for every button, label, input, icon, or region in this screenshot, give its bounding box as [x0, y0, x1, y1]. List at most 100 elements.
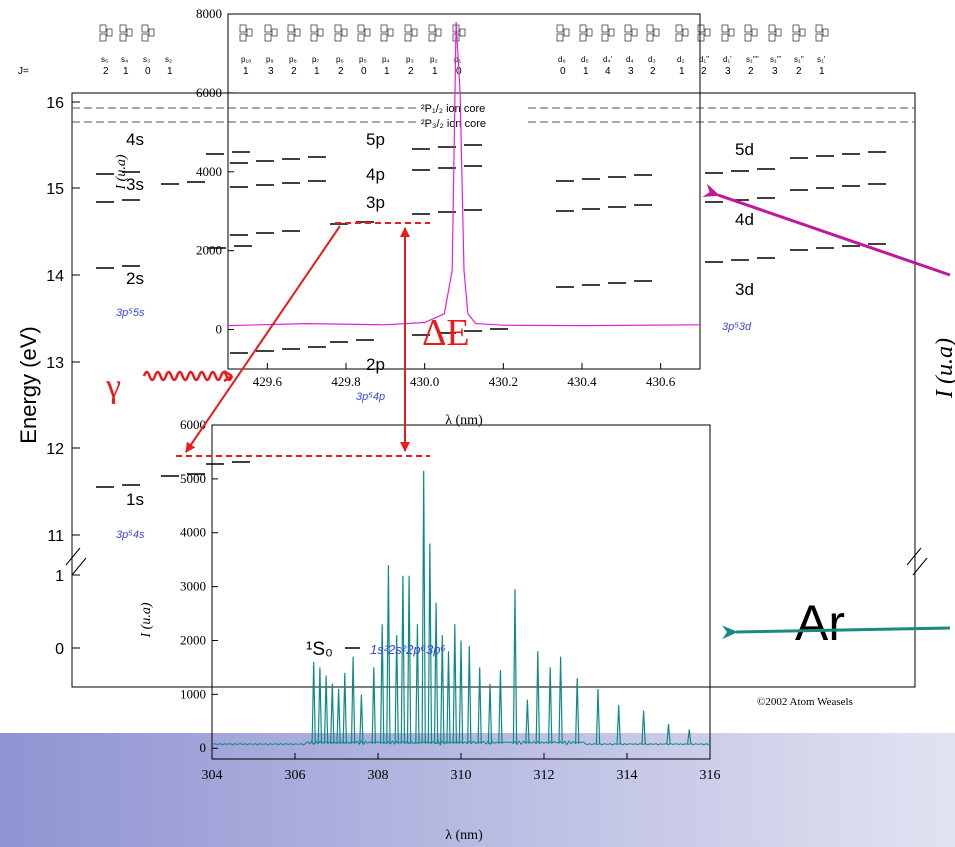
- decay-arrow: [185, 225, 341, 453]
- column-subscript-label: d₄': [603, 55, 613, 64]
- column-j-value: 1: [384, 66, 390, 77]
- inset-top-xtick-label: 430.0: [410, 374, 439, 389]
- column-subscript-label: d₁'': [699, 55, 710, 64]
- column-j-value: 2: [701, 66, 707, 77]
- ion-core-label-bg: [418, 99, 528, 129]
- inset-bottom-ytick-label: 0: [200, 740, 207, 755]
- inset-bottom-peak: [595, 688, 601, 744]
- level-label-4d: 4d: [735, 210, 754, 229]
- column-header-glyph: [579, 24, 593, 42]
- column-header-glyph: [721, 24, 735, 42]
- config-3p5-4p: 3p⁵4p: [356, 391, 385, 403]
- column-subscript-label: d₆: [558, 55, 566, 64]
- inset-bottom-ytick-label: 2000: [180, 632, 206, 647]
- inset-bottom-xtick-label: 314: [617, 768, 638, 783]
- column-subscript-label: s₃: [143, 55, 150, 64]
- column-header-glyph: [624, 24, 638, 42]
- inset-bottom-peak: [336, 688, 341, 744]
- inset-bottom-peak: [558, 656, 563, 744]
- energy-axis-label: Energy (eV): [16, 326, 41, 443]
- element-label: Ar: [795, 595, 845, 651]
- slide-background-band: [0, 733, 955, 847]
- column-subscript-label: p₆: [336, 55, 344, 64]
- column-header-glyph: [697, 24, 711, 42]
- inset-top-xtick-label: 430.4: [567, 374, 597, 389]
- inset-bottom-xtick-label: 316: [700, 768, 721, 783]
- column-subscript-label: d₂: [677, 55, 685, 64]
- column-j-value: 2: [796, 66, 802, 77]
- inset-top-ytick-label: 6000: [196, 85, 222, 100]
- level-label-4s: 4s: [126, 130, 144, 149]
- column-subscript-label: s₂: [165, 55, 172, 64]
- column-subscript-label: p₃: [406, 55, 414, 64]
- inset-top-ylabel: I (u.a): [114, 154, 129, 190]
- right-intensity-label: I (u.a): [932, 338, 955, 399]
- inset-bottom-peak: [394, 635, 399, 744]
- ytick-15: 15: [46, 181, 64, 198]
- inset-bottom-ytick-label: 1000: [180, 686, 206, 701]
- column-header-glyph: [792, 24, 806, 42]
- column-j-value: 0: [560, 66, 566, 77]
- inset-bottom-peak: [535, 651, 540, 744]
- level-label-5p: 5p: [366, 130, 385, 149]
- column-subscript-label: s₅: [101, 55, 108, 64]
- inset-top-xtick-label: 430.2: [489, 374, 518, 389]
- ytick-16: 16: [46, 95, 64, 112]
- inset-bottom-peak: [487, 683, 493, 744]
- column-subscript-label: s₁'': [794, 55, 804, 64]
- inset-top-ytick-label: 4000: [196, 164, 222, 179]
- column-subscript-label: p₇: [312, 55, 319, 64]
- ground-state-term: ¹S₀: [306, 639, 333, 660]
- inset-bottom-xtick-label: 312: [534, 768, 555, 783]
- level-column-headers: s₅ 2 s₄ 1 s₃ 0 s₂ 1 p₁₀ 1 p₉ 3 p₈ 2 p₇ 1 p₆ 2 p₅ 0 p₄ 1 p₃ 2 p₂ 1…: [99, 24, 829, 77]
- inset-bottom-peak: [477, 667, 482, 744]
- column-subscript-label: d₄: [626, 55, 634, 64]
- column-j-value: 3: [628, 66, 634, 77]
- column-header-glyph: [452, 24, 466, 42]
- inset-top-ytick-label: 0: [216, 322, 223, 337]
- copyright-text: ©2002 Atom Weasels: [757, 696, 853, 708]
- inset-bottom-peak: [380, 624, 385, 744]
- ion-core-lower-label: ²P₃/₂ ion core: [421, 118, 486, 130]
- column-j-value: 2: [650, 66, 656, 77]
- column-header-glyph: [310, 24, 324, 42]
- column-j-value: 1: [432, 66, 438, 77]
- inset-bottom-peak: [687, 729, 692, 744]
- column-subscript-label: d₁': [723, 55, 732, 64]
- column-j-value: 2: [291, 66, 297, 77]
- column-j-value: 3: [268, 66, 274, 77]
- inset-top-xtick-label: 429.6: [253, 374, 283, 389]
- column-header-glyph: [601, 24, 615, 42]
- column-header-glyph: [357, 24, 371, 42]
- inset-bottom-peak: [440, 635, 445, 744]
- ytick-0: 0: [55, 641, 64, 658]
- column-header-glyph: [99, 24, 113, 42]
- column-subscript-label: d₅: [581, 55, 589, 64]
- energy-levels: [96, 144, 886, 488]
- column-j-value: 1: [123, 66, 129, 77]
- inset-bottom-peak: [421, 470, 426, 744]
- column-j-value: 0: [145, 66, 151, 77]
- column-header-glyph: [287, 24, 301, 42]
- inset-bottom-peak: [512, 589, 518, 744]
- inset-bottom-peak: [458, 640, 464, 744]
- inset-bottom-xlabel: λ (nm): [445, 828, 483, 843]
- inset-bottom-spectrum: 0 1000 2000 3000 4000 5000 6000 304 306 308 310 312…: [180, 417, 721, 783]
- inset-bottom-peak: [317, 667, 323, 744]
- j-label: J=: [18, 66, 29, 77]
- inset-bottom-peak: [371, 667, 376, 744]
- column-subscript-label: p₉: [266, 55, 274, 64]
- energy-frame: [71, 92, 916, 688]
- column-j-value: 1: [167, 66, 173, 77]
- column-subscript-label: s₁'''': [746, 55, 759, 64]
- column-j-value: 3: [725, 66, 731, 77]
- column-header-glyph: [264, 24, 278, 42]
- inset-bottom-xtick-label: 308: [368, 768, 389, 783]
- column-j-value: 2: [748, 66, 754, 77]
- inset-bottom-xtick-label: 310: [451, 768, 472, 783]
- inset-bottom-peak: [323, 675, 329, 744]
- inset-bottom-peak: [311, 661, 316, 744]
- inset-bottom-peak: [525, 699, 530, 744]
